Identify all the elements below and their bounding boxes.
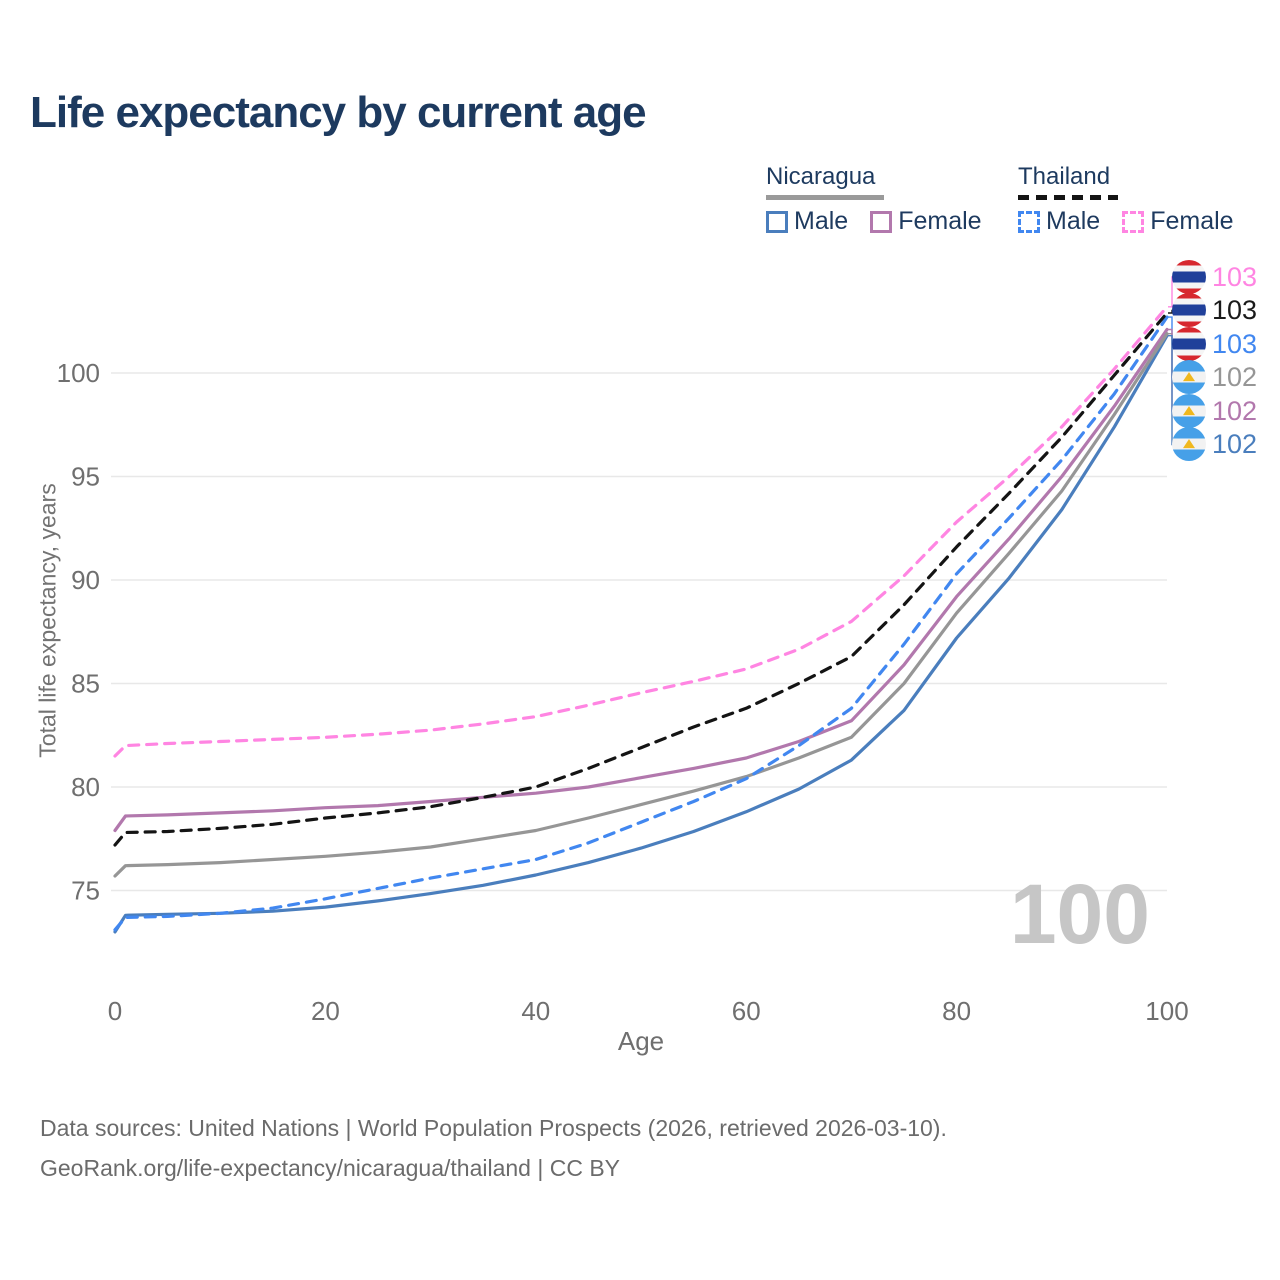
series-line-ni_male (113, 334, 1169, 934)
thailand-dashed-line-sample (1018, 195, 1118, 200)
legend-label-female: Female (1150, 207, 1234, 235)
x-axis-title: Age (617, 1026, 665, 1056)
page-title: Life expectancy by current age (30, 88, 647, 137)
data-source-footer: Data sources: United Nations | World Pop… (40, 1108, 947, 1188)
footer-line-2: GeoRank.org/life-expectancy/nicaragua/th… (40, 1155, 621, 1181)
legend-group-thailand: Thailand Male Female (1018, 163, 1234, 236)
y-tick-label: 85 (71, 669, 100, 699)
end-label-nicaragua-total: 102 (1172, 360, 1257, 394)
legend-country-nicaragua[interactable]: Nicaragua (766, 163, 876, 190)
thailand-female-swatch-icon (1122, 210, 1145, 233)
thailand-flag-icon (1172, 293, 1206, 327)
end-value: 102 (1212, 361, 1258, 392)
nicaragua-flag-icon (1172, 427, 1206, 461)
series-line-th_male (113, 315, 1169, 932)
x-tick-label: 0 (108, 996, 122, 1026)
legend-group-nicaragua: Nicaragua Male Female (766, 163, 982, 236)
end-value: 102 (1212, 428, 1258, 459)
thailand-flag-icon (1172, 327, 1206, 361)
end-value: 103 (1212, 261, 1258, 292)
legend-item-thailand-male[interactable]: Male (1018, 207, 1100, 236)
nicaragua-solid-line-sample (766, 195, 884, 200)
legend-item-nicaragua-male[interactable]: Male (766, 207, 848, 236)
y-tick-label: 80 (71, 772, 100, 802)
nicaragua-female-swatch-icon (870, 210, 893, 233)
end-label-nicaragua-female: 102 (1172, 394, 1257, 428)
end-value: 102 (1212, 395, 1258, 426)
end-label-thailand-male: 103 (1172, 327, 1257, 361)
nicaragua-flag-icon (1172, 394, 1206, 428)
end-label-nicaragua-male: 102 (1172, 427, 1257, 461)
legend-label-male: Male (794, 207, 849, 235)
x-tick-label: 40 (521, 996, 550, 1026)
nicaragua-male-swatch-icon (766, 210, 788, 233)
age-watermark: 100 (1009, 867, 1150, 961)
y-tick-label: 95 (71, 462, 100, 492)
legend-item-thailand-female[interactable]: Female (1122, 207, 1234, 236)
legend-country-thailand[interactable]: Thailand (1018, 163, 1111, 190)
y-tick-label: 100 (57, 358, 100, 388)
thailand-flag-icon (1172, 260, 1206, 294)
x-tick-label: 60 (732, 996, 761, 1026)
y-tick-label: 75 (71, 876, 100, 906)
y-tick-label: 90 (71, 565, 100, 595)
end-label-thailand-female: 103 (1172, 260, 1257, 294)
x-tick-label: 20 (311, 996, 340, 1026)
series-line-ni_female (113, 327, 1169, 833)
end-value: 103 (1212, 294, 1258, 325)
legend-label-female: Female (898, 207, 982, 235)
legend-label-male: Male (1046, 207, 1101, 235)
legend-item-nicaragua-female[interactable]: Female (870, 207, 982, 236)
x-tick-label: 100 (1145, 996, 1188, 1026)
footer-line-1: Data sources: United Nations | World Pop… (40, 1115, 947, 1141)
end-label-thailand-total: 103 (1172, 293, 1257, 327)
x-tick-label: 80 (942, 996, 971, 1026)
nicaragua-flag-icon (1172, 360, 1206, 394)
series-line-th_total (113, 311, 1169, 847)
end-value: 103 (1212, 328, 1258, 359)
thailand-male-swatch-icon (1018, 210, 1040, 233)
series-line-th_female (113, 305, 1169, 758)
series-line-ni_total (113, 332, 1169, 878)
